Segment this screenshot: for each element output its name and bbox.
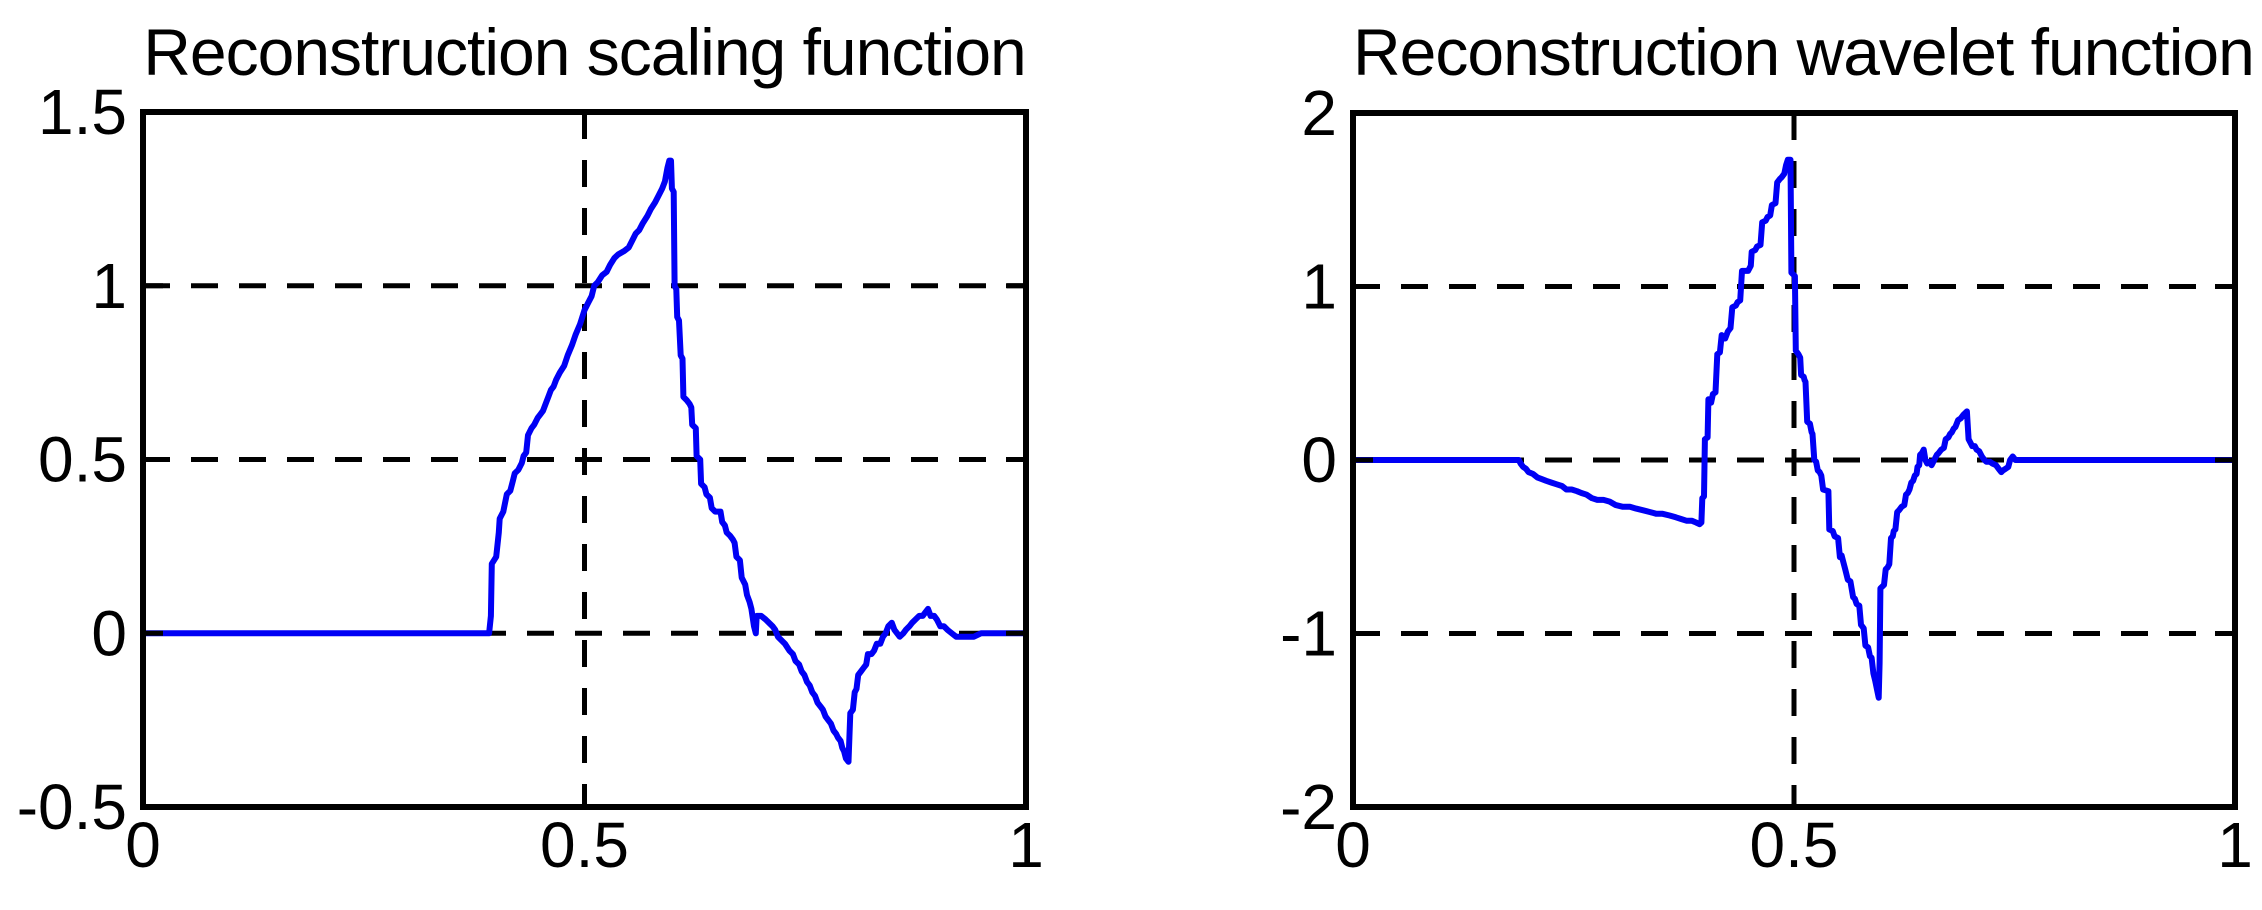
- x-tick-label: 0: [1335, 809, 1371, 881]
- x-tick-label: 0.5: [1750, 809, 1839, 881]
- plot-area-scaling-function: 0 0.5 1-0.500.511.5: [17, 76, 1044, 881]
- curve-wavelet-function: [1353, 156, 2235, 701]
- y-tick-label: -1: [1280, 598, 1337, 670]
- x-tick-label: 0: [125, 809, 161, 881]
- chart-title-wavelet-function: Reconstruction wavelet function: [1353, 15, 2255, 89]
- y-tick-label: 2: [1301, 77, 1337, 149]
- plot-area-wavelet-function: 0 0.5 1 -2 -1 0 1 2: [1280, 77, 2253, 881]
- x-tick-label: 0.5: [540, 809, 629, 881]
- y-tick-label: 0: [1301, 424, 1337, 496]
- y-tick-label: -2: [1280, 771, 1337, 843]
- y-tick-label: 0.5: [38, 424, 127, 496]
- chart-title-scaling-function: Reconstruction scaling function: [143, 15, 1027, 89]
- y-tick-label: 1: [91, 250, 127, 322]
- y-tick-label: 1.5: [38, 76, 127, 148]
- x-tick-label: 1: [2217, 809, 2253, 881]
- y-tick-label: -0.5: [17, 771, 127, 843]
- y-tick-label: 1: [1301, 251, 1337, 323]
- curve-scaling-function: [143, 157, 1026, 765]
- x-tick-label: 1: [1008, 809, 1044, 881]
- y-tick-label: 0: [91, 597, 127, 669]
